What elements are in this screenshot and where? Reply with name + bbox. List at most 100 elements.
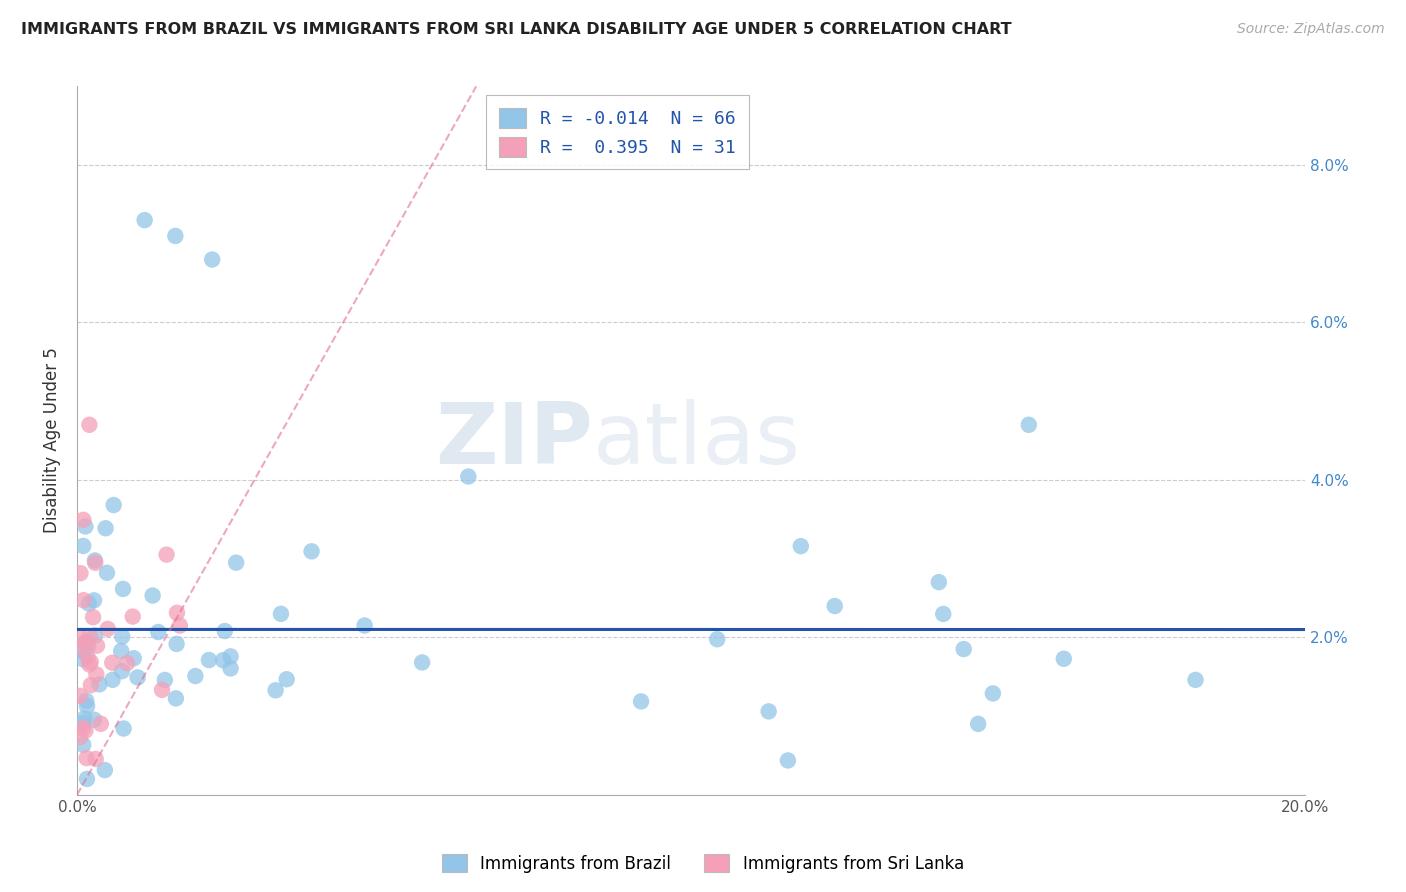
Point (115, 656, 138, 670)
Point (411, 656, 433, 670)
Point (165, 691, 187, 706)
Point (932, 607, 955, 621)
Point (457, 469, 479, 483)
Text: ZIP: ZIP (434, 399, 593, 482)
Point (80, 655, 103, 669)
Point (150, 682, 173, 697)
Point (111, 664, 134, 678)
Point (90, 716, 112, 731)
Point (96, 566, 118, 580)
Point (72, 652, 94, 666)
Point (824, 599, 846, 613)
Point (77, 640, 100, 654)
Point (214, 624, 236, 638)
Point (155, 548, 177, 562)
Point (110, 644, 132, 658)
Point (219, 649, 242, 664)
Point (75, 635, 97, 649)
Point (101, 673, 124, 687)
Point (121, 609, 143, 624)
Point (69, 731, 91, 745)
Point (967, 717, 990, 731)
Point (122, 651, 145, 665)
Point (80, 678, 103, 692)
Point (981, 686, 1004, 700)
Point (69, 640, 91, 654)
Point (76, 772, 98, 786)
Point (952, 642, 974, 657)
Point (72, 644, 94, 658)
Point (72, 513, 94, 527)
Point (353, 618, 375, 632)
Point (148, 625, 170, 640)
Point (79, 657, 101, 672)
Point (75, 519, 97, 533)
Point (184, 669, 207, 683)
Point (301, 544, 323, 558)
Point (77, 597, 100, 611)
Text: atlas: atlas (593, 399, 801, 482)
Point (630, 694, 652, 708)
Text: Source: ZipAtlas.com: Source: ZipAtlas.com (1237, 22, 1385, 37)
Point (142, 589, 165, 603)
Point (86, 667, 108, 681)
Point (73, 711, 96, 725)
Point (112, 722, 135, 736)
Point (72, 738, 94, 752)
Point (201, 252, 224, 267)
Point (79, 629, 101, 643)
Point (264, 683, 287, 698)
Point (86, 639, 108, 653)
Point (72, 715, 94, 730)
Point (790, 539, 813, 553)
Legend: Immigrants from Brazil, Immigrants from Sri Lanka: Immigrants from Brazil, Immigrants from … (436, 847, 970, 880)
Point (1053, 652, 1076, 666)
Point (111, 630, 134, 644)
Point (72, 721, 94, 735)
Point (166, 606, 188, 620)
Point (76, 699, 98, 714)
Point (84, 556, 107, 570)
Point (97, 622, 120, 636)
Point (94, 521, 117, 535)
Point (112, 582, 135, 596)
Point (127, 670, 149, 684)
Point (82, 610, 104, 624)
Point (758, 705, 780, 719)
Point (84, 628, 107, 642)
Point (169, 618, 191, 632)
Point (69, 566, 91, 581)
Point (76, 649, 98, 664)
Point (153, 673, 176, 687)
Point (928, 575, 950, 590)
Point (270, 607, 292, 621)
Point (76, 635, 98, 649)
Point (1184, 673, 1206, 687)
Point (225, 556, 247, 570)
Point (72, 593, 94, 607)
Y-axis label: Disability Age Under 5: Disability Age Under 5 (44, 348, 60, 533)
Point (776, 754, 799, 768)
Point (134, 213, 156, 227)
Point (76, 751, 98, 765)
Point (219, 661, 242, 675)
Text: IMMIGRANTS FROM BRAZIL VS IMMIGRANTS FROM SRI LANKA DISABILITY AGE UNDER 5 CORRE: IMMIGRANTS FROM BRAZIL VS IMMIGRANTS FRO… (21, 22, 1012, 37)
Legend: R = -0.014  N = 66, R =  0.395  N = 31: R = -0.014 N = 66, R = 0.395 N = 31 (486, 95, 748, 169)
Point (69, 631, 91, 645)
Point (212, 653, 235, 667)
Point (72, 539, 94, 553)
Point (165, 228, 187, 243)
Point (276, 673, 298, 687)
Point (84, 553, 107, 567)
Point (83, 713, 105, 727)
Point (75, 723, 97, 738)
Point (79, 417, 101, 432)
Point (89, 677, 111, 691)
Point (94, 763, 117, 777)
Point (83, 593, 105, 607)
Point (69, 689, 91, 703)
Point (198, 653, 221, 667)
Point (706, 632, 728, 647)
Point (103, 498, 125, 512)
Point (166, 637, 188, 651)
